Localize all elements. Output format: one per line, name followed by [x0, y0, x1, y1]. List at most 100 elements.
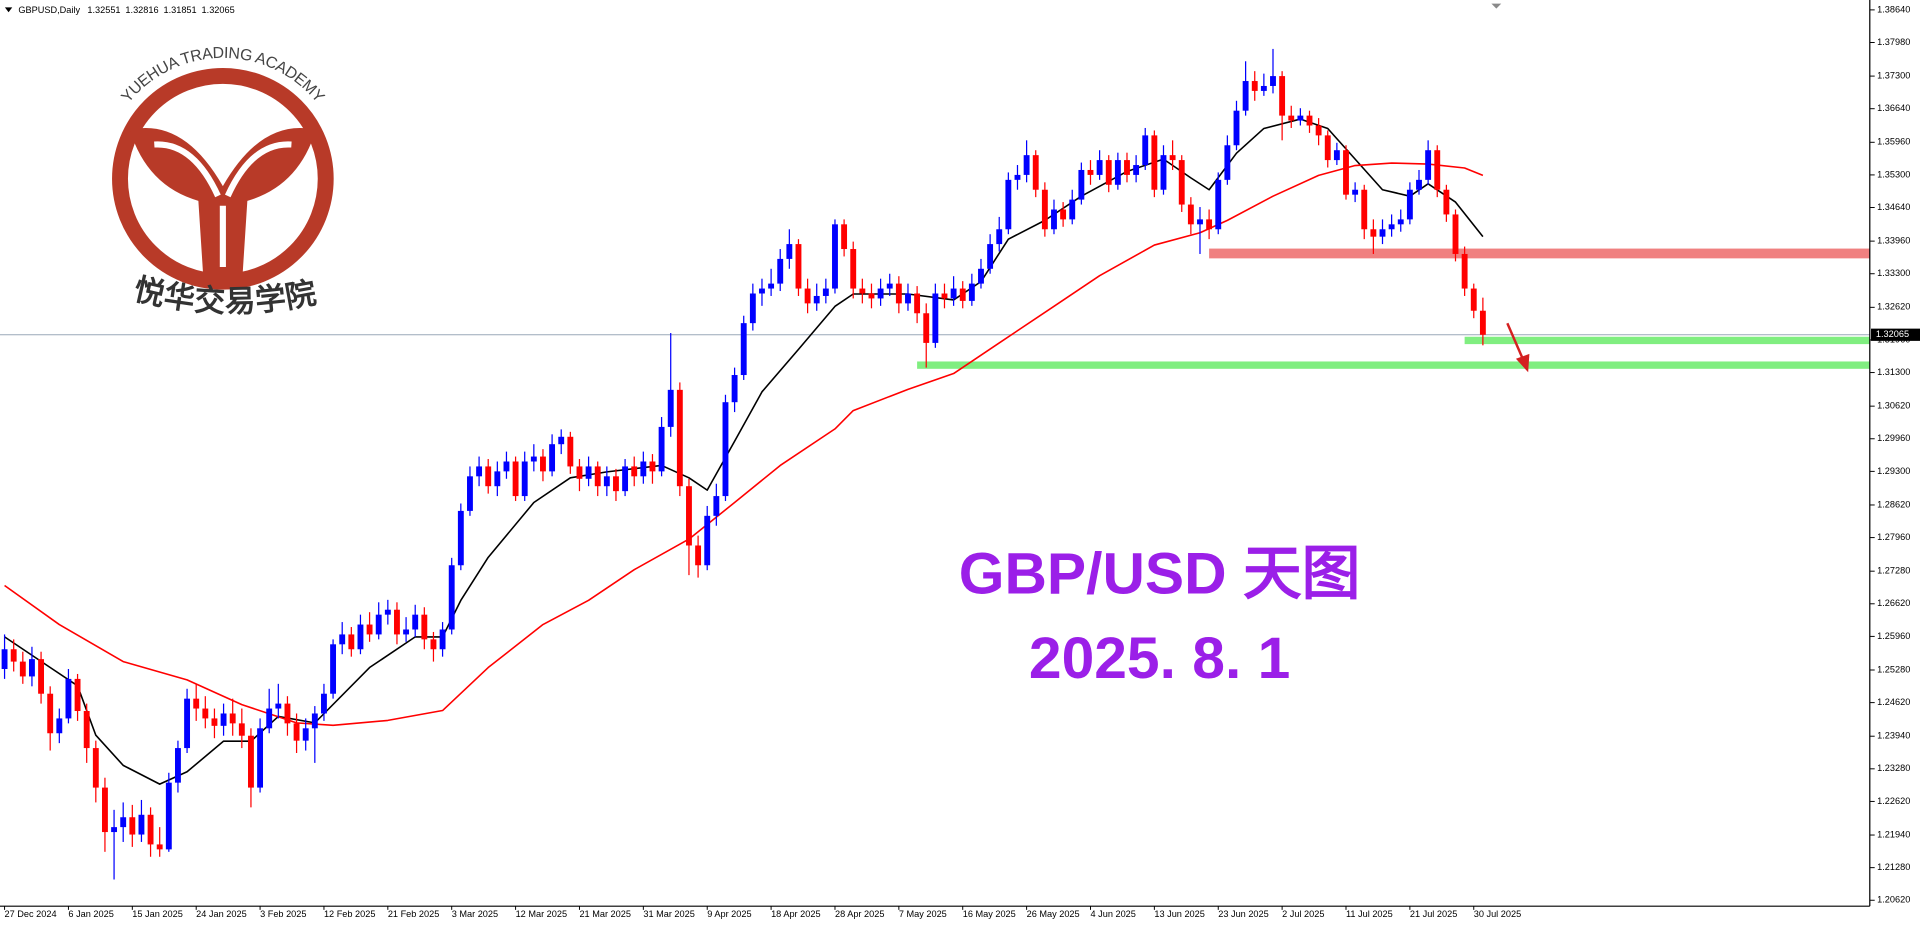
- candle-body: [950, 288, 957, 299]
- candle-body: [348, 634, 355, 650]
- candle-body: [184, 698, 191, 749]
- x-tick-label: 26 May 2025: [1027, 909, 1080, 919]
- candle-body: [1343, 150, 1349, 195]
- candle-body: [375, 614, 382, 635]
- candle-body: [786, 244, 793, 259]
- candle-body: [759, 288, 765, 294]
- candle-body: [193, 698, 200, 709]
- candle-body: [640, 461, 647, 477]
- candle-body: [1425, 150, 1432, 180]
- y-tick-label: 1.26620: [1877, 598, 1910, 608]
- candle-body: [713, 496, 720, 516]
- candle-body: [38, 659, 45, 694]
- y-tick-label: 1.27280: [1877, 566, 1910, 576]
- candle-body: [1151, 135, 1158, 190]
- y-tick-label: 1.27960: [1877, 532, 1910, 542]
- trend-arrow: [1506, 322, 1530, 373]
- candle-body: [165, 782, 172, 850]
- x-tick-label: 18 Apr 2025: [771, 909, 820, 919]
- candle-body: [476, 466, 483, 477]
- candle-body: [978, 268, 984, 284]
- candle-body: [1333, 150, 1340, 161]
- candle-body: [1461, 253, 1468, 289]
- x-tick-label: 3 Feb 2025: [260, 909, 306, 919]
- x-tick-label: 21 Mar 2025: [579, 909, 630, 919]
- y-tick-label: 1.33960: [1877, 236, 1910, 246]
- x-tick-label: 15 Jan 2025: [132, 909, 182, 919]
- candle-body: [92, 748, 99, 788]
- header-icon: [4, 7, 13, 13]
- y-tick-label: 1.32620: [1877, 302, 1910, 312]
- y-tick-label: 1.25280: [1877, 664, 1910, 674]
- y-tick-label: 1.36640: [1877, 103, 1910, 113]
- candle-body: [1069, 199, 1076, 220]
- candle-body: [886, 283, 893, 289]
- candle-body: [330, 644, 337, 694]
- candle-body: [1434, 150, 1441, 190]
- candle-body: [1324, 135, 1331, 161]
- x-tick-label: 4 Jun 2025: [1090, 909, 1135, 919]
- candle-body: [1388, 224, 1395, 230]
- candle-body: [1406, 189, 1413, 220]
- y-tick-label: 1.37980: [1877, 37, 1910, 47]
- candle-body: [622, 466, 629, 492]
- candle-body: [850, 249, 857, 289]
- candle-body: [549, 444, 556, 472]
- axes: 1.38640 1.37980 1.37300 1.36640 1.35960 1.353…: [4, 4, 1920, 919]
- candle-body: [512, 461, 519, 497]
- y-tick-label: 1.33300: [1877, 268, 1910, 278]
- candle-body: [1443, 189, 1450, 215]
- y-tick-label: 1.23280: [1877, 763, 1910, 773]
- y-tick-label: 1.21940: [1877, 829, 1910, 839]
- candle-body: [813, 295, 820, 304]
- candle-body: [996, 229, 1003, 245]
- candle-body: [266, 708, 273, 729]
- candle-body: [494, 471, 501, 487]
- candle-body: [1032, 155, 1039, 190]
- candle-body: [1470, 288, 1477, 311]
- candle-body: [585, 466, 592, 479]
- candle-body: [603, 476, 610, 487]
- candle-body: [220, 713, 227, 726]
- candle-body: [1251, 81, 1258, 91]
- y-tick-label: 1.21280: [1877, 862, 1910, 872]
- candle-body: [1105, 160, 1112, 185]
- x-tick-label: 30 Jul 2025: [1474, 909, 1521, 919]
- candle-body: [905, 293, 911, 304]
- current-price-box: [1871, 328, 1920, 341]
- moving-average: [4, 162, 1484, 727]
- y-tick-label: 1.29960: [1877, 433, 1910, 443]
- y-tick-label: 1.37300: [1877, 71, 1910, 81]
- candle-body: [841, 224, 848, 250]
- candle-body: [229, 713, 236, 724]
- y-tick-label: 1.25960: [1877, 631, 1910, 641]
- candle-body: [175, 748, 181, 783]
- y-tick-label: 1.30620: [1877, 401, 1910, 411]
- candle-body: [74, 678, 81, 712]
- candle-body: [257, 728, 264, 788]
- candle-body: [1014, 174, 1021, 180]
- candle-body: [749, 293, 756, 324]
- candle-body: [302, 728, 309, 741]
- candle-body: [321, 693, 327, 714]
- candle-body: [147, 814, 154, 845]
- x-tick-label: 21 Jul 2025: [1410, 909, 1457, 919]
- candle-body: [740, 323, 747, 376]
- x-tick-label: 28 Apr 2025: [835, 909, 884, 919]
- candle-body: [275, 703, 282, 709]
- candle-body: [1479, 310, 1486, 335]
- candle-body: [859, 288, 866, 294]
- candle-body: [1370, 229, 1377, 237]
- candle-body: [111, 827, 118, 833]
- candle-body: [594, 466, 601, 487]
- candle-body: [1041, 189, 1048, 230]
- candle-body: [923, 313, 930, 343]
- candle-body: [1224, 145, 1231, 180]
- candle-body: [576, 466, 583, 479]
- header-high: 1.32816: [125, 5, 158, 15]
- candles: [1, 48, 1486, 880]
- candle-body: [613, 476, 619, 492]
- candle-body: [1416, 179, 1422, 190]
- x-tick-label: 2 Jul 2025: [1282, 909, 1324, 919]
